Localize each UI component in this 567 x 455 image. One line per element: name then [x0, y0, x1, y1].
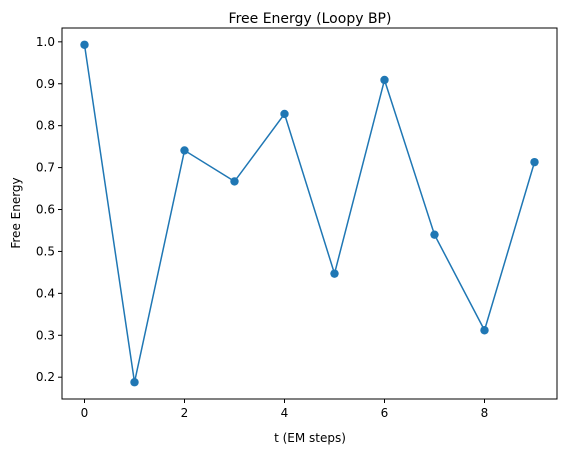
y-tick-label-4: 0.6 [36, 203, 55, 217]
y-tick-label-8: 1.0 [36, 35, 55, 49]
data-point-3 [230, 177, 239, 186]
y-tick-label-5: 0.7 [36, 161, 55, 175]
y-tick-label-6: 0.8 [36, 119, 55, 133]
x-axis: 0 2 4 6 8 [81, 399, 489, 420]
series-group [80, 40, 539, 387]
y-axis: 0.2 0.3 0.4 0.5 0.6 0.7 0.8 0.9 1.0 [36, 35, 62, 384]
x-tick-label-1: 2 [181, 406, 189, 420]
y-tick-label-2: 0.4 [36, 286, 55, 300]
data-point-9 [530, 157, 539, 167]
data-point-5 [330, 269, 339, 278]
data-point-4 [280, 109, 289, 119]
x-tick-label-3: 6 [381, 406, 389, 420]
data-point-6 [380, 75, 389, 85]
y-axis-label: Free Energy [9, 177, 23, 248]
y-tick-label-0: 0.2 [36, 370, 55, 384]
data-point-1 [130, 378, 139, 387]
data-point-2 [180, 146, 189, 155]
plot-area [61, 27, 558, 400]
y-tick-label-1: 0.3 [36, 328, 55, 342]
data-point-8 [480, 326, 489, 335]
y-tick-label-3: 0.5 [36, 244, 55, 258]
series-line-0 [83, 44, 536, 383]
x-tick-label-2: 4 [281, 406, 289, 420]
plot-frame [61, 27, 558, 400]
data-point-0 [80, 40, 89, 49]
y-tick-label-7: 0.9 [36, 77, 55, 91]
data-point-7 [430, 230, 439, 239]
x-tick-label-0: 0 [81, 406, 89, 420]
x-axis-label: t (EM steps) [274, 431, 346, 445]
x-tick-label-4: 8 [481, 406, 489, 420]
chart-title: Free Energy (Loopy BP) [229, 11, 392, 27]
